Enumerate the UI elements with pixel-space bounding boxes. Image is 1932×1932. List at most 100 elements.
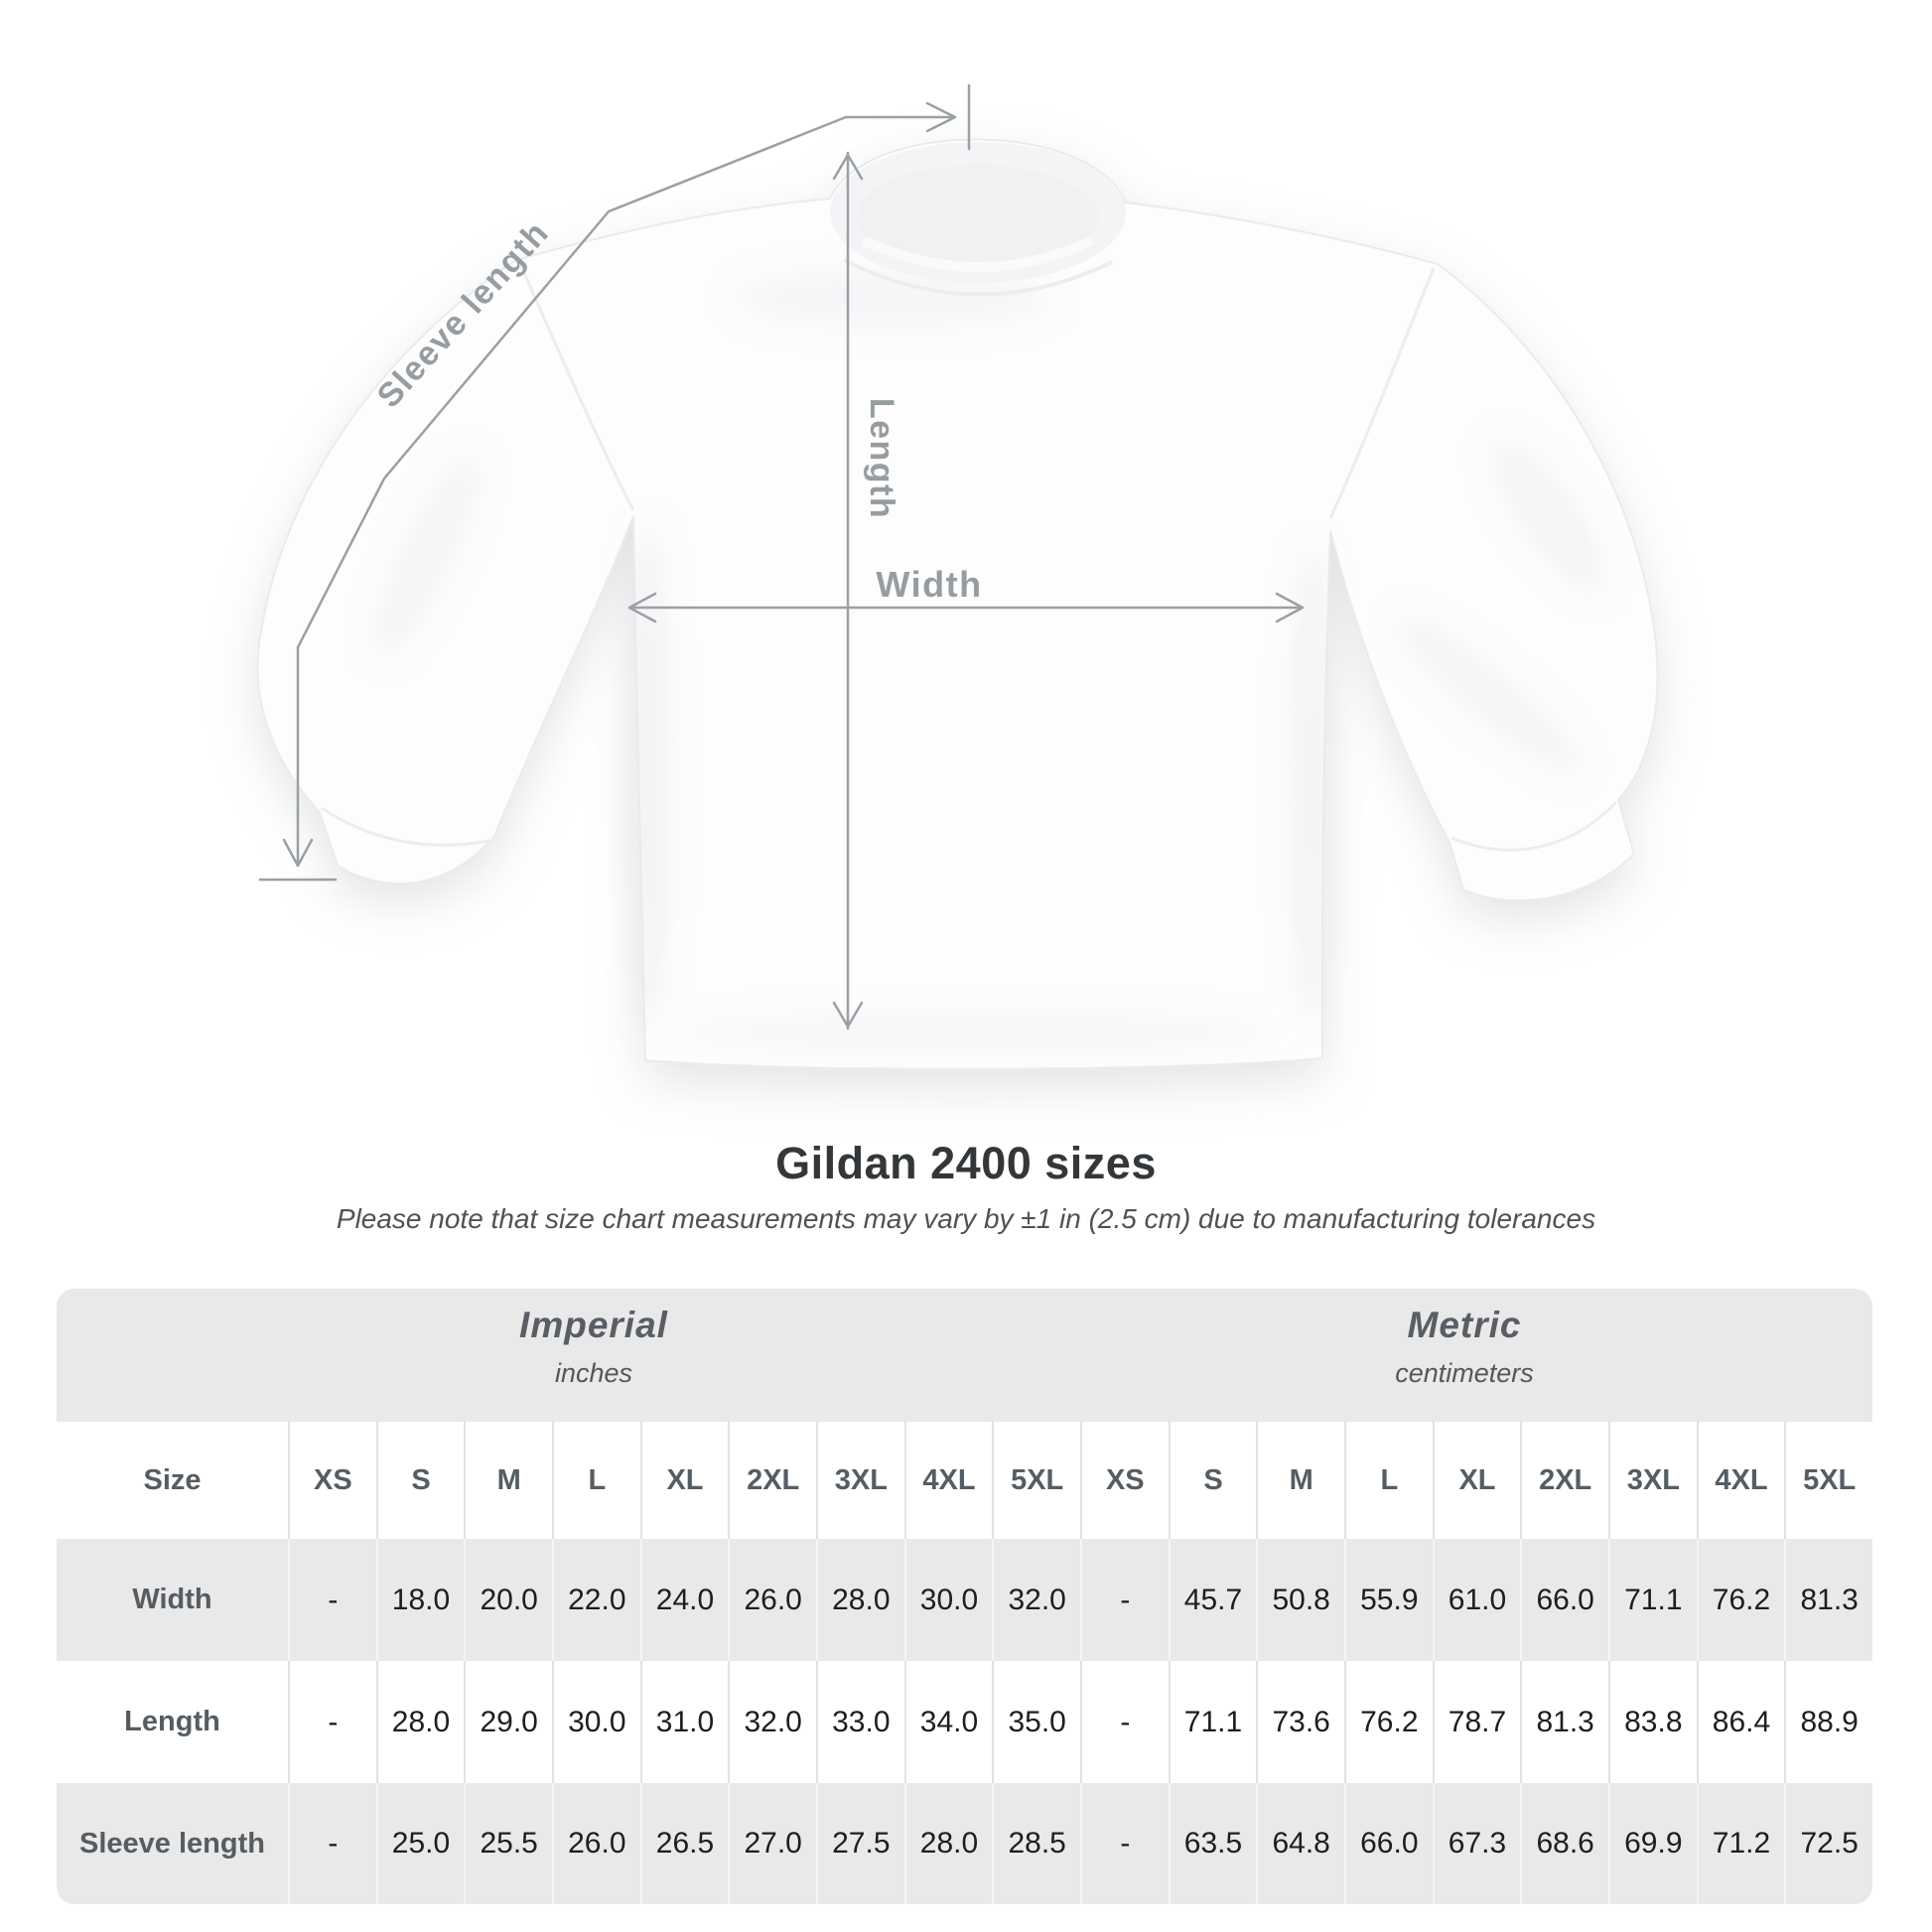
size-header-cell: M (1256, 1422, 1344, 1539)
imperial-section-header: Imperial inches (395, 1305, 792, 1389)
metric-unit: centimeters (1395, 1358, 1534, 1388)
size-column-header: Size (143, 1463, 202, 1496)
value-cell: - (288, 1539, 376, 1661)
table-row-length: Length - 28.0 29.0 30.0 31.0 32.0 33.0 3… (57, 1661, 1872, 1783)
value-cell: 78.7 (1432, 1661, 1521, 1783)
size-header-cell: 2XL (728, 1422, 816, 1539)
value-cell: 66.0 (1343, 1783, 1433, 1904)
size-table: Imperial inches Metric centimeters Size … (57, 1289, 1872, 1904)
value-cell: 20.0 (464, 1539, 552, 1661)
measurement-annotations (258, 83, 1305, 1031)
value-cell: 25.0 (375, 1783, 465, 1904)
value-cell: 55.9 (1343, 1539, 1433, 1661)
size-header-cell: 4XL (903, 1422, 993, 1539)
table-row-sleeve-length: Sleeve length - 25.0 25.5 26.0 26.5 27.0… (57, 1783, 1872, 1904)
size-header-cell: 2XL (1520, 1422, 1608, 1539)
value-cell: 81.3 (1784, 1539, 1872, 1661)
value-cell: - (1079, 1539, 1169, 1661)
value-cell: 83.8 (1607, 1661, 1697, 1783)
size-header-cell: XL (1432, 1422, 1521, 1539)
arrowhead-up-icon (832, 153, 864, 181)
arrowhead-right-icon (1275, 592, 1305, 623)
value-cell: 63.5 (1168, 1783, 1257, 1904)
value-cell: 72.5 (1784, 1783, 1872, 1904)
shirt-body (256, 138, 1659, 1070)
row-label: Length (124, 1706, 220, 1737)
size-header-cell: S (375, 1422, 465, 1539)
value-cell: 66.0 (1520, 1539, 1608, 1661)
arrowhead-left-icon (627, 592, 657, 623)
value-cell: 34.0 (903, 1661, 993, 1783)
value-cell: - (288, 1661, 376, 1783)
value-cell: 28.0 (375, 1661, 465, 1783)
value-cell: 81.3 (1520, 1661, 1608, 1783)
width-measure (627, 592, 1305, 623)
size-header-cell: 4XL (1696, 1422, 1785, 1539)
value-cell: 76.2 (1696, 1539, 1785, 1661)
size-header-cell: XS (288, 1422, 376, 1539)
value-cell: 71.1 (1607, 1539, 1697, 1661)
value-cell: 33.0 (815, 1661, 904, 1783)
size-header-cell: 5XL (1784, 1422, 1872, 1539)
value-cell: 32.0 (728, 1661, 816, 1783)
length-label: Length (863, 398, 900, 519)
value-cell: 32.0 (992, 1539, 1080, 1661)
size-header-cell: S (1168, 1422, 1257, 1539)
size-header-cell: 5XL (992, 1422, 1080, 1539)
value-cell: 86.4 (1696, 1661, 1785, 1783)
table-row-width: Width - 18.0 20.0 22.0 24.0 26.0 28.0 30… (57, 1539, 1872, 1661)
value-cell: 28.0 (903, 1783, 993, 1904)
value-cell: 76.2 (1343, 1661, 1433, 1783)
value-cell: 27.5 (815, 1783, 904, 1904)
value-cell: 29.0 (464, 1661, 552, 1783)
metric-title: Metric (1407, 1305, 1522, 1345)
imperial-title: Imperial (519, 1305, 668, 1345)
size-header-cell: 3XL (815, 1422, 904, 1539)
value-cell: 61.0 (1432, 1539, 1521, 1661)
table-header-band: Imperial inches Metric centimeters (57, 1289, 1872, 1422)
value-cell: 68.6 (1520, 1783, 1608, 1904)
width-label: Width (876, 564, 982, 605)
value-cell: 71.2 (1696, 1783, 1785, 1904)
size-header-row: Size XS S M L XL 2XL 3XL 4XL 5XL XS S M … (57, 1422, 1872, 1539)
length-measure (832, 151, 864, 1031)
value-cell: 50.8 (1256, 1539, 1344, 1661)
value-cell: 69.9 (1607, 1783, 1697, 1904)
value-cell: 24.0 (639, 1539, 729, 1661)
sleeve-length-measure (258, 83, 971, 882)
fabric-folds (375, 268, 1604, 1048)
value-cell: 67.3 (1432, 1783, 1521, 1904)
value-cell: - (288, 1783, 376, 1904)
row-label: Width (132, 1584, 212, 1615)
seams (321, 263, 1618, 852)
value-cell: 22.0 (551, 1539, 640, 1661)
metric-section-header: Metric centimeters (1266, 1305, 1663, 1389)
collar (830, 142, 1126, 297)
arrowhead-down-icon (282, 838, 314, 868)
arrowhead-right-icon (925, 101, 957, 133)
value-cell: 35.0 (992, 1661, 1080, 1783)
size-header-cell: M (464, 1422, 552, 1539)
value-cell: 31.0 (639, 1661, 729, 1783)
value-cell: 45.7 (1168, 1539, 1257, 1661)
value-cell: 18.0 (375, 1539, 465, 1661)
value-cell: 26.5 (639, 1783, 729, 1904)
value-cell: 28.5 (992, 1783, 1080, 1904)
value-cell: 26.0 (728, 1539, 816, 1661)
value-cell: 73.6 (1256, 1661, 1344, 1783)
page-title: Gildan 2400 sizes (775, 1138, 1157, 1188)
value-cell: - (1079, 1661, 1169, 1783)
row-label: Sleeve length (79, 1827, 265, 1860)
size-header-cell: XL (639, 1422, 729, 1539)
value-cell: 30.0 (551, 1661, 640, 1783)
value-cell: - (1079, 1783, 1169, 1904)
value-cell: 25.5 (464, 1783, 552, 1904)
value-cell: 28.0 (815, 1539, 904, 1661)
size-header-cell: L (551, 1422, 640, 1539)
size-header-cell: 3XL (1607, 1422, 1697, 1539)
page-subtitle: Please note that size chart measurements… (336, 1203, 1596, 1234)
shirt-illustration: Sleeve length Length Width (256, 83, 1659, 1070)
value-cell: 64.8 (1256, 1783, 1344, 1904)
imperial-unit: inches (554, 1358, 633, 1388)
arrowhead-down-icon (832, 1001, 864, 1029)
